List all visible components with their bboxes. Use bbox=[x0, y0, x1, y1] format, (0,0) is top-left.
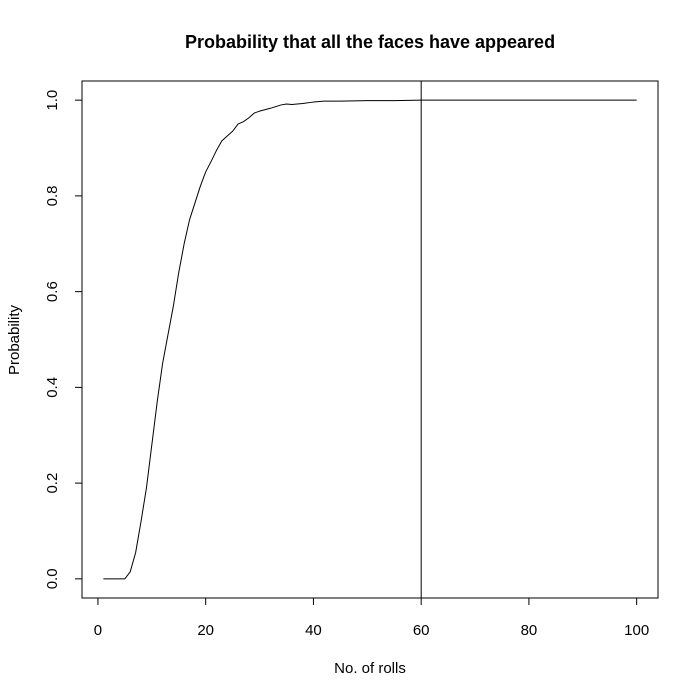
x-axis: 0 20 40 60 80 100 bbox=[94, 597, 649, 639]
y-tick-label: 0.0 bbox=[44, 568, 61, 589]
x-tick-label: 80 bbox=[521, 622, 538, 639]
x-tick-label: 20 bbox=[197, 622, 214, 639]
y-tick-label: 1.0 bbox=[44, 90, 61, 111]
chart-title: Probability that all the faces have appe… bbox=[185, 32, 555, 52]
probability-line bbox=[103, 99, 637, 580]
x-tick-label: 60 bbox=[413, 622, 430, 639]
y-axis: 0.0 0.2 0.4 0.6 0.8 1.0 bbox=[44, 90, 83, 589]
plot-frame bbox=[81, 80, 659, 599]
y-axis-label: Probability bbox=[6, 304, 23, 375]
x-tick-label: 40 bbox=[305, 622, 322, 639]
y-tick-label: 0.8 bbox=[44, 185, 61, 206]
y-tick-label: 0.2 bbox=[44, 473, 61, 494]
y-tick-label: 0.4 bbox=[44, 377, 61, 398]
x-tick-label: 0 bbox=[94, 622, 102, 639]
x-axis-label: No. of rolls bbox=[334, 660, 406, 677]
plot-area bbox=[103, 81, 637, 598]
x-tick-label: 100 bbox=[624, 622, 649, 639]
y-tick-label: 0.6 bbox=[44, 281, 61, 302]
